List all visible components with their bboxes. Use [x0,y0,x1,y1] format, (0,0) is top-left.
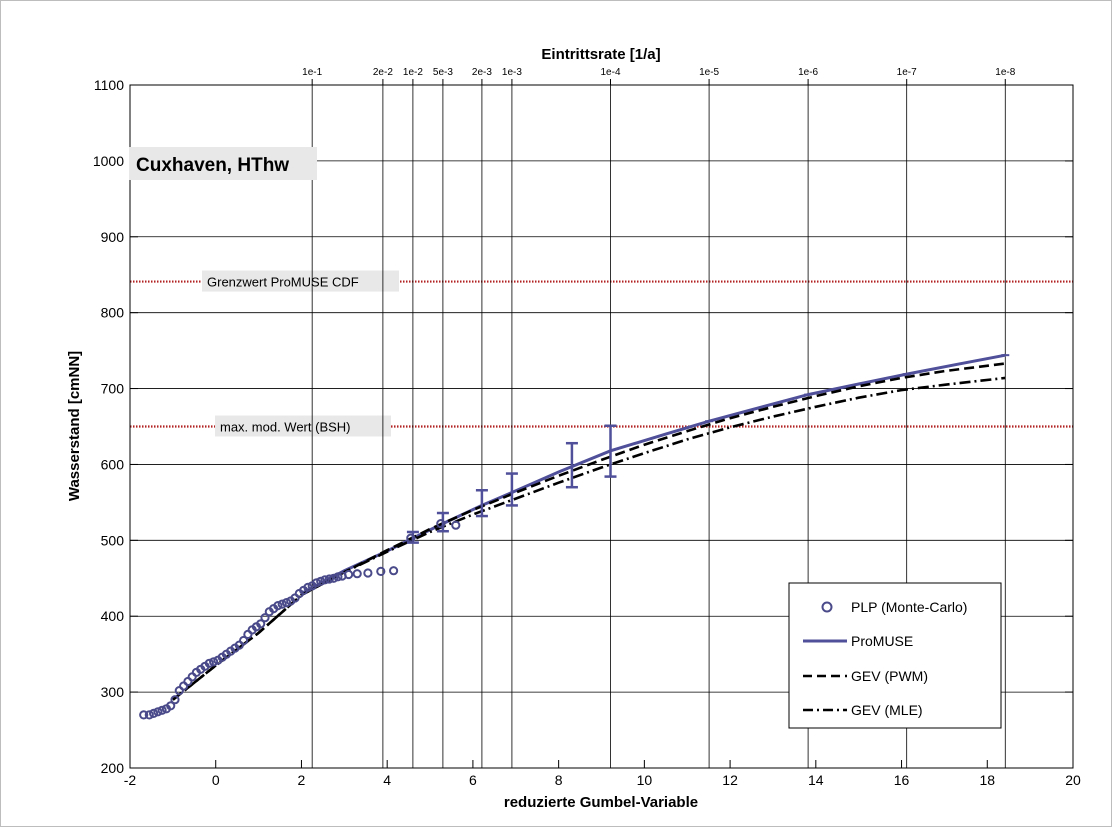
plp-marker [170,695,180,705]
legend-label-promuse: ProMUSE [851,633,913,649]
plp-marker [451,520,461,530]
top-tick-label: 1e-6 [798,67,818,78]
plp-marker [153,707,163,717]
plp-marker [303,582,313,593]
top-tick-label: 2e-3 [472,67,492,78]
y-tick-label: 700 [101,381,125,397]
y-tick-label: 1000 [93,153,124,169]
plp-marker [376,566,386,577]
top-axis: 1e-1 2e-2 1e-2 5e-3 2e-3 1e-3 1e-4 1e-5 1e-6 1e-7… [302,67,1016,85]
plp-marker [273,601,283,611]
y-tick-label: 200 [101,760,125,776]
y-tick-label: 500 [101,532,125,548]
legend: PLP (Monte-Carlo) ProMUSE GEV (PWM) GEV … [788,582,1002,729]
top-tick-label: 2e-2 [373,67,393,78]
x-tick-label: -2 [124,772,137,788]
legend-marker-plp [821,601,833,613]
top-tick-label: 1e-1 [302,67,322,78]
y-tick-label: 1100 [94,77,124,93]
x-tick-label: 20 [1065,772,1081,788]
plp-marker [333,572,343,582]
top-tick-label: 1e-2 [403,67,423,78]
legend-label-gev-mle: GEV (MLE) [851,702,923,718]
annotation-label: Cuxhaven, HThw [136,155,289,176]
plp-marker [239,635,249,646]
plp-markers [139,519,461,720]
top-axis-title: Eintrittsrate [1/a] [541,46,660,63]
legend-label-plp: PLP (Monte-Carlo) [851,599,967,615]
plp-marker [209,657,219,667]
annotation-box [129,147,317,180]
plp-marker [329,573,339,583]
x-tick-label: 16 [894,772,910,788]
plp-marker [166,701,176,711]
plp-marker [260,613,270,623]
reference-label: max. mod. Wert (BSH) [220,420,351,435]
plp-marker [281,598,292,608]
top-tick-label: 1e-5 [699,67,719,78]
top-tick-label: 1e-7 [897,67,917,78]
x-tick-label: 0 [212,772,220,788]
plp-marker [149,708,159,719]
x-axis-title: reduzierte Gumbel-Variable [504,794,698,811]
y-tick-label: 800 [101,305,125,321]
plp-marker [389,566,399,576]
legend-label-gev-pwm: GEV (PWM) [851,668,928,684]
plp-marker [324,574,334,584]
x-tick-label: 4 [383,772,391,788]
y-axis-title: Wasserstand [cmNN] [66,351,83,501]
plp-marker [363,568,373,578]
reference-lines: Grenzwert ProMUSE CDF max. mod. Wert (BSH… [130,270,1073,437]
legend-box [788,582,1002,729]
x-tick-label: 12 [722,772,738,788]
plot-border [129,84,1074,769]
plp-marker [406,533,416,543]
plp-marker [157,705,167,715]
x-tick-label: 6 [469,772,477,788]
y-tick-label: 300 [101,684,125,700]
top-tick-label: 1e-8 [995,67,1015,78]
x-tick-label: 10 [637,772,653,788]
reference-label-box [202,270,399,292]
plp-marker [352,569,362,579]
reference-label-box [215,415,391,437]
top-tick-label: 1e-4 [600,67,620,78]
top-tick-label: 1e-3 [502,67,522,78]
plp-marker [311,578,322,588]
plp-marker [436,519,446,529]
y-tick-label: 400 [101,608,125,624]
y-tick-label: 900 [101,229,125,245]
y-tick-label: 600 [101,456,125,472]
x-tick-label: 2 [298,772,306,788]
reference-label: Grenzwert ProMUSE CDF [207,275,359,290]
plp-marker [139,710,149,720]
x-tick-label: 8 [555,772,563,788]
top-tick-label: 5e-3 [433,67,453,78]
plp-marker [204,658,214,668]
x-tick-label: 14 [808,772,824,788]
plp-marker [344,569,354,580]
plp-marker [316,576,326,586]
x-tick-label: 18 [979,772,995,788]
plp-marker [144,710,154,720]
error-bars [406,424,617,544]
axes: 200 300 400 500 600 700 800 900 1000 1100 -2 0 2 4 6 8 1… [93,77,1081,788]
plp-marker [256,619,266,629]
plp-marker [320,575,330,585]
plp-marker [277,599,287,609]
